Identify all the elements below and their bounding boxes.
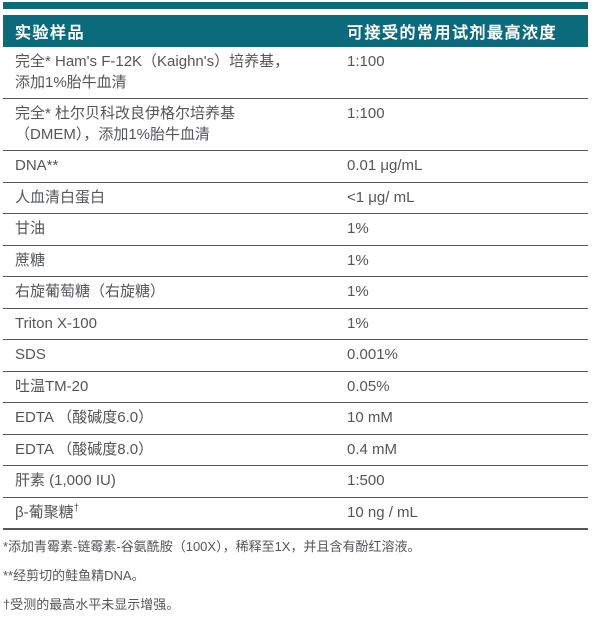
sample-cell: 蔗糖 (15, 251, 46, 269)
table-row: SDS 0.001% (3, 340, 588, 372)
concentration-cell: 0.4 mM (347, 440, 398, 458)
footnote-dna: **经剪切的鲑鱼精DNA。 (3, 568, 145, 583)
dagger-superscript: † (73, 502, 80, 514)
sample-cell: Triton X-100 (15, 314, 97, 332)
concentration-cell: 1:100 (347, 105, 385, 122)
table-header-row: 实验样品 可接受的常用试剂最高浓度 (3, 15, 588, 47)
footnote-supplement: *添加青霉素-链霉素-谷氨酰胺（100X），稀释至1X，并且含有酚红溶液。 (3, 539, 421, 554)
concentration-cell: 0.001% (347, 346, 398, 363)
sample-cell: 人血清白蛋白 (15, 188, 106, 206)
sample-cell: 完全* 杜尔贝科改良伊格尔培养基 （DMEM），添加1%胎牛血清 (15, 105, 236, 143)
column-header-sample: 实验样品 (15, 25, 86, 42)
table-row: 肝素 (1,000 IU) 1:500 (3, 466, 588, 498)
table-row: EDTA （酸碱度8.0） 0.4 mM (3, 435, 588, 466)
table-row: Triton X-100 1% (3, 309, 588, 340)
table-row: EDTA （酸碱度6.0） 10 mM (3, 403, 588, 435)
concentration-cell: 1% (347, 283, 369, 300)
table-row: 蔗糖 1% (3, 246, 588, 277)
table-row: 人血清白蛋白 <1 μg/ mL (3, 183, 588, 214)
concentration-cell: 1:500 (347, 472, 385, 489)
table-row: β-葡聚糖† 10 ng / mL (3, 498, 588, 530)
concentration-cell: <1 μg/ mL (347, 188, 415, 206)
concentration-cell: 1% (347, 251, 369, 269)
sample-cell: 完全* Ham's F-12K（Kaighn's）培养基， 添加1%胎牛血清 (15, 53, 290, 91)
sample-cell: DNA** (15, 157, 59, 174)
table-top-accent-bar (3, 2, 588, 9)
sample-cell: 右旋葡萄糖（右旋糖） (15, 283, 166, 300)
sample-cell: EDTA （酸碱度8.0） (15, 440, 154, 458)
table-row: 完全* Ham's F-12K（Kaighn's）培养基， 添加1%胎牛血清 1:… (3, 47, 588, 99)
concentration-cell: 0.01 μg/mL (347, 157, 423, 174)
footnote-dagger: †受测的最高水平未显示增强。 (3, 597, 180, 612)
sample-cell: SDS (15, 346, 46, 363)
table-row: 完全* 杜尔贝科改良伊格尔培养基 （DMEM），添加1%胎牛血清 1:100 (3, 99, 588, 151)
table-row: DNA** 0.01 μg/mL (3, 151, 588, 183)
concentration-cell: 10 ng / mL (347, 503, 418, 521)
table-row: 吐温TM-20 0.05% (3, 372, 588, 403)
concentration-cell: 1:100 (347, 53, 385, 70)
reagent-concentration-table: 实验样品 可接受的常用试剂最高浓度 完全* Ham's F-12K（Kaighn… (3, 2, 588, 619)
sample-cell: EDTA （酸碱度6.0） (15, 409, 154, 426)
footnotes: *添加青霉素-链霉素-谷氨酰胺（100X），稀释至1X，并且含有酚红溶液。 **… (3, 537, 588, 614)
sample-cell: 甘油 (15, 220, 46, 237)
sample-cell: 吐温TM-20 (15, 377, 89, 395)
sample-cell: β-葡聚糖† (15, 502, 80, 521)
concentration-cell: 0.05% (347, 377, 390, 395)
concentration-cell: 1% (347, 220, 369, 237)
table-row: 甘油 1% (3, 214, 588, 246)
concentration-cell: 1% (347, 314, 369, 332)
table-row: 右旋葡萄糖（右旋糖） 1% (3, 277, 588, 309)
table-body: 完全* Ham's F-12K（Kaighn's）培养基， 添加1%胎牛血清 1:… (3, 47, 588, 530)
sample-cell: 肝素 (1,000 IU) (15, 472, 116, 489)
concentration-cell: 10 mM (347, 409, 393, 426)
column-header-concentration: 可接受的常用试剂最高浓度 (347, 25, 558, 42)
